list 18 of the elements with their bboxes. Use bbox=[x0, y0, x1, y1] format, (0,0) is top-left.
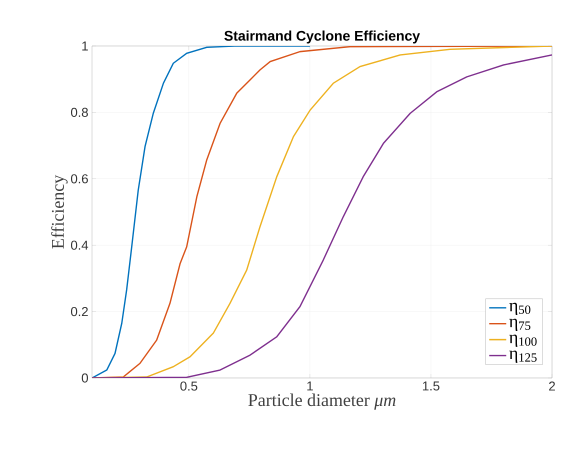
x-tick-label: 2 bbox=[549, 382, 555, 391]
x-tick-label: 1.5 bbox=[422, 382, 440, 391]
x-axis-title: Particle diameter μm bbox=[248, 394, 396, 410]
x-tick-label: 0.5 bbox=[180, 382, 198, 391]
x-tick-label: 1 bbox=[307, 382, 313, 390]
y-tick-label: 0.6 bbox=[70, 174, 88, 184]
y-tick-label: 0.8 bbox=[70, 108, 88, 117]
legend-label: η$_{100}$ bbox=[509, 334, 537, 347]
line-series bbox=[92, 46, 311, 378]
legend-label: η$_{75}$ bbox=[509, 318, 530, 331]
chart-title: Stairmand Cyclone Efficiency bbox=[224, 30, 420, 44]
legend-label: η$_{50}$ bbox=[509, 302, 530, 316]
y-tick-label: 0 bbox=[82, 373, 88, 383]
y-tick-label: 0.4 bbox=[70, 240, 88, 250]
y-axis-title: Efficiency bbox=[51, 174, 68, 249]
y-tick-label: 0.2 bbox=[70, 306, 88, 316]
legend-label: η$_{125}$ bbox=[509, 350, 537, 363]
y-tick-label: 1 bbox=[82, 42, 88, 50]
